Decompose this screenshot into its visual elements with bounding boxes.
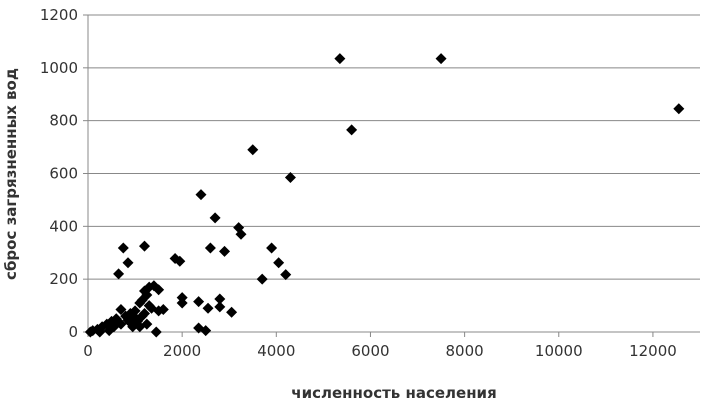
x-ticks: 0 2000 4000 6000 8000 10000 12000 (83, 332, 677, 360)
data-point (174, 255, 186, 267)
y-tick-label: 200 (49, 270, 78, 288)
y-tick-label: 400 (49, 217, 78, 235)
data-point (266, 242, 278, 254)
data-point (435, 53, 447, 65)
data-point (256, 273, 268, 285)
x-tick-label: 6000 (351, 342, 389, 360)
data-point (284, 171, 296, 183)
data-points (84, 53, 685, 338)
data-point (134, 321, 146, 333)
data-point (146, 302, 158, 314)
data-point (113, 268, 125, 280)
y-tick-label: 0 (68, 323, 78, 341)
data-point (120, 310, 132, 322)
data-point (202, 302, 214, 314)
data-point (226, 306, 238, 318)
data-point (138, 308, 150, 320)
data-point (235, 228, 247, 240)
data-point (280, 269, 292, 281)
x-tick-label: 2000 (163, 342, 201, 360)
y-tick-label: 1000 (40, 59, 78, 77)
data-point (176, 297, 188, 309)
x-tick-label: 4000 (257, 342, 295, 360)
x-axis-label: численность населения (291, 384, 496, 402)
data-point (273, 257, 285, 269)
data-point (247, 144, 259, 156)
data-point (334, 53, 346, 65)
data-point (673, 103, 685, 115)
data-point (204, 242, 216, 254)
data-point (141, 289, 153, 301)
data-point (124, 317, 136, 329)
data-point (115, 318, 127, 330)
data-point (214, 301, 226, 313)
data-point (209, 212, 221, 224)
data-point (122, 257, 134, 269)
y-tick-label: 800 (49, 112, 78, 130)
data-point (153, 284, 165, 296)
gridlines (88, 14, 700, 280)
y-tick-label: 1200 (40, 6, 78, 24)
data-point (138, 240, 150, 252)
x-tick-label: 10000 (535, 342, 583, 360)
data-point (195, 189, 207, 201)
data-point (346, 124, 358, 136)
data-point (117, 242, 129, 254)
data-point (115, 304, 127, 316)
data-point (157, 304, 169, 316)
data-point (150, 326, 162, 338)
data-point (219, 245, 231, 257)
data-point (193, 296, 205, 308)
data-point (200, 325, 212, 337)
y-tick-label: 600 (49, 165, 78, 183)
data-point (214, 293, 226, 305)
data-point (84, 326, 96, 338)
x-tick-label: 12000 (629, 342, 677, 360)
y-ticks: 0 200 400 600 800 1000 1200 (40, 6, 88, 341)
y-axis-label: сброс загрязненных вод (2, 68, 20, 280)
x-tick-label: 0 (83, 342, 93, 360)
data-point (94, 326, 106, 338)
x-tick-label: 8000 (446, 342, 484, 360)
